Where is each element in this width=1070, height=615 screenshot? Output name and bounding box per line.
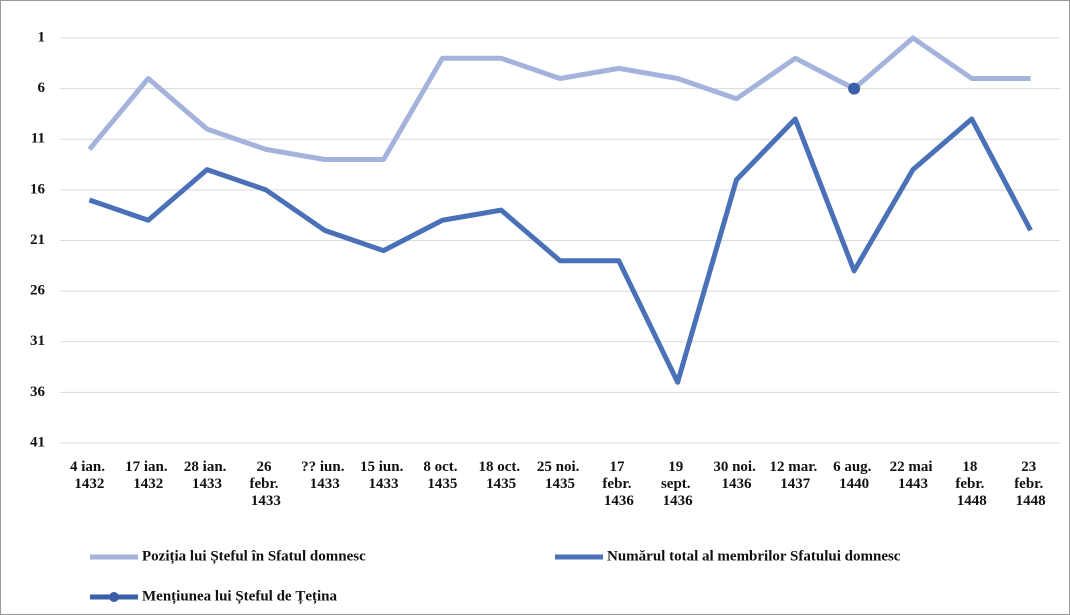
legend-label: Numărul total al membrilor Sfatului domn… <box>607 548 901 564</box>
x-tick-label: 18 oct. 1435 <box>478 459 523 492</box>
x-tick-label: 12 mar. 1437 <box>770 459 822 492</box>
y-tick-label: 6 <box>38 80 46 96</box>
x-tick-label: 17 ian. 1432 <box>125 459 171 492</box>
y-tick-label: 26 <box>30 283 46 299</box>
x-tick-label: 26 febr. 1433 <box>249 459 282 509</box>
x-tick-label: 22 mai 1443 <box>890 459 937 492</box>
x-tick-label: 28 ian. 1433 <box>184 459 230 492</box>
series-line <box>87 35 1031 162</box>
x-tick-label: 6 aug. 1440 <box>833 459 875 492</box>
legend-label: Poziția lui Șteful în Sfatul domnesc <box>142 548 366 564</box>
y-tick-label: 31 <box>30 333 45 349</box>
y-tick-label: 21 <box>30 232 45 248</box>
series-marker <box>848 82 861 95</box>
x-tick-label: 4 ian. 1432 <box>70 459 109 492</box>
x-tick-label: 17 febr. 1436 <box>602 459 635 509</box>
y-tick-label: 16 <box>30 181 46 197</box>
x-tick-label: ?? iun. 1433 <box>301 459 348 492</box>
x-tick-label: 15 iun. 1433 <box>360 459 407 492</box>
x-tick-label: 30 noi. 1436 <box>713 459 759 492</box>
y-tick-label: 41 <box>30 434 45 450</box>
x-tick-label: 25 noi. 1435 <box>537 459 583 492</box>
y-tick-label: 1 <box>38 29 46 45</box>
y-tick-label: 11 <box>31 131 45 147</box>
x-tick-label: 18 febr. 1448 <box>955 459 988 509</box>
x-tick-label: 19 sept. 1436 <box>661 459 694 509</box>
series-line <box>88 116 1033 385</box>
legend-marker <box>109 592 119 602</box>
y-tick-label: 36 <box>30 384 46 400</box>
x-tick-label: 23 febr. 1448 <box>1014 459 1047 509</box>
x-tick-label: 8 oct. 1435 <box>423 459 461 492</box>
legend-label: Mențiunea lui Șteful de Țețina <box>142 588 338 604</box>
